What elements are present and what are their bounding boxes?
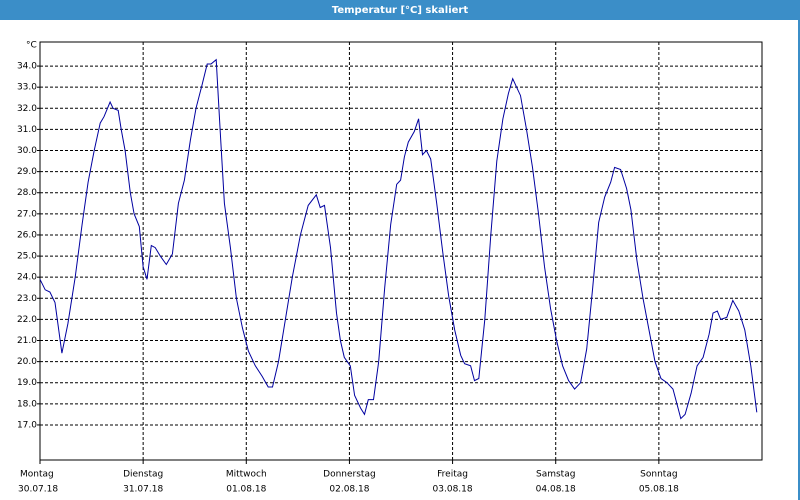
- y-tick-label: 25.0: [17, 252, 37, 262]
- y-tick-label: 30.0: [17, 146, 37, 156]
- y-tick-label: 34.0: [17, 62, 37, 72]
- x-tick-date: 05.08.18: [639, 485, 679, 495]
- chart-title: Temperatur [°C] skaliert: [332, 5, 469, 16]
- x-tick-label: Donnerstag: [323, 470, 376, 480]
- y-tick-label: 26.0: [17, 230, 37, 240]
- x-tick-date: 30.07.18: [18, 485, 58, 495]
- x-tick-label: Mittwoch: [226, 470, 267, 480]
- y-tick-label: 20.0: [17, 357, 37, 367]
- y-tick-label: 28.0: [17, 188, 37, 198]
- y-tick-label: 32.0: [17, 104, 37, 114]
- y-tick-label: 31.0: [17, 125, 37, 135]
- y-tick-label: 29.0: [17, 167, 37, 177]
- x-tick-label: Samstag: [536, 470, 575, 480]
- y-tick-label: 24.0: [17, 273, 37, 283]
- y-tick-label: 27.0: [17, 209, 37, 219]
- data-line: [39, 58, 758, 420]
- x-tick-label: Sonntag: [640, 470, 677, 480]
- x-tick-label: Montag: [20, 470, 54, 480]
- x-tick-date: 04.08.18: [536, 485, 576, 495]
- x-tick-date: 31.07.18: [123, 485, 163, 495]
- x-tick-date: 03.08.18: [433, 485, 473, 495]
- y-tick-label: 22.0: [17, 315, 37, 325]
- y-unit: °C: [26, 41, 37, 51]
- y-tick-label: 18.0: [17, 399, 37, 409]
- y-tick-label: 21.0: [17, 336, 37, 346]
- x-tick-label: Freitag: [437, 470, 468, 480]
- y-tick-label: 33.0: [17, 83, 37, 93]
- x-tick-date: 02.08.18: [329, 485, 369, 495]
- y-tick-label: 23.0: [17, 294, 37, 304]
- y-tick-label: 19.0: [17, 378, 37, 388]
- x-tick-label: Dienstag: [123, 470, 163, 480]
- title-bar: [0, 0, 800, 20]
- x-tick-date: 01.08.18: [226, 485, 266, 495]
- y-tick-label: 17.0: [17, 420, 37, 430]
- plot-frame: [39, 41, 763, 461]
